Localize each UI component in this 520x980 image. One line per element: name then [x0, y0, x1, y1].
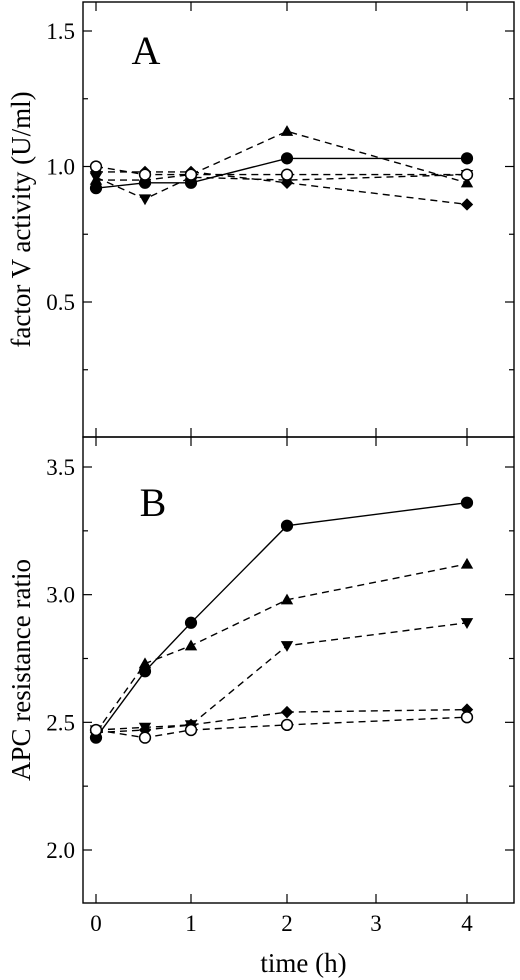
data-point-open-circle: [184, 723, 198, 737]
x-tick-label: 1: [185, 911, 197, 936]
data-point-filled-triangle-down: [460, 618, 474, 629]
panel-label: A: [132, 28, 161, 73]
data-point-filled-triangle-up: [184, 639, 198, 651]
data-point-open-circle: [138, 168, 152, 181]
data-point-filled-triangle-up: [138, 657, 152, 669]
x-axis-label: time (h): [260, 948, 346, 978]
data-point-filled-circle: [460, 152, 474, 165]
panel-b: 2.0 2.5 3.0 3.5 0 1 2 3 4 time (h) APC resistance …: [6, 436, 515, 978]
series-line-filled-diamond: [96, 171, 468, 206]
panel-a: 0.5 1.0 1.5 factor V activity (U/ml) A: [6, 1, 515, 438]
data-point-filled-diamond: [280, 705, 294, 719]
data-point-open-circle: [89, 723, 103, 737]
series-line-filled-triangle-down: [95, 173, 468, 200]
data-point-open-circle: [138, 731, 152, 744]
data-point-open-circle: [460, 711, 474, 724]
data-point-filled-circle: [184, 616, 198, 629]
y-tick-label: 1.0: [46, 155, 75, 180]
data-point-open-circle: [280, 168, 294, 181]
x-tick-label: 4: [461, 911, 473, 936]
series-line-filled-triangle-down: [95, 622, 468, 731]
data-point-open-circle: [89, 160, 103, 173]
y-tick-label: 2.0: [46, 838, 75, 863]
y-tick-label: 3.5: [46, 455, 75, 480]
data-point-filled-circle: [460, 496, 474, 509]
y-axis-label: APC resistance ratio: [6, 559, 36, 781]
y-axis-label: factor V activity (U/ml): [6, 91, 36, 347]
data-point-filled-triangle-up: [280, 125, 294, 136]
y-tick-label: 3.0: [46, 583, 75, 608]
data-point-filled-triangle-down: [280, 641, 294, 652]
panel-label: B: [140, 480, 167, 525]
y-tick-label: 2.5: [46, 710, 75, 735]
data-point-filled-triangle-up: [460, 176, 474, 188]
x-tick-label: 0: [90, 911, 102, 936]
plot-frame: [82, 436, 515, 904]
data-point-filled-diamond: [138, 723, 152, 737]
series-line-filled-circle: [95, 502, 468, 739]
data-point-filled-diamond: [460, 198, 474, 211]
data-point-filled-triangle-up: [460, 557, 474, 569]
y-tick-label: 1.5: [46, 19, 75, 44]
x-tick-label: 3: [370, 911, 382, 936]
data-point-open-circle: [460, 168, 474, 181]
data-point-filled-circle: [280, 152, 294, 165]
data-point-open-circle: [184, 168, 198, 181]
series-line-filled-triangle-up: [95, 563, 468, 733]
x-tick-label: 2: [281, 911, 293, 936]
y-tick-label: 0.5: [46, 290, 75, 315]
series-line-filled-diamond: [95, 708, 468, 734]
data-point-filled-circle: [280, 519, 294, 532]
data-point-filled-triangle-up: [280, 593, 294, 605]
data-point-open-circle: [280, 718, 294, 732]
data-point-filled-triangle-down: [138, 194, 152, 206]
